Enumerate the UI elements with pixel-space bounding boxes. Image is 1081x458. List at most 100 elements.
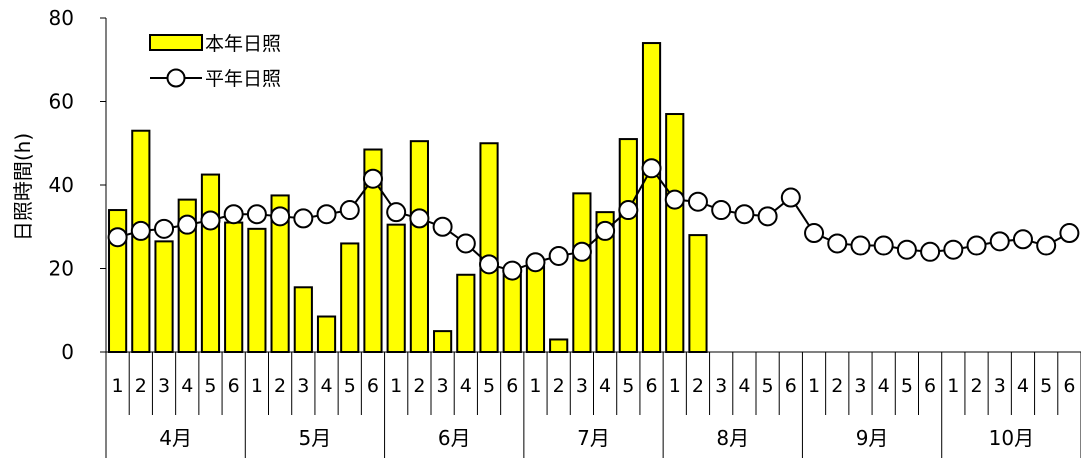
x-tick-label: 1 — [529, 375, 541, 397]
line-point — [571, 241, 592, 262]
line-point — [804, 223, 825, 244]
line-point — [873, 235, 894, 256]
x-tick-label: 5 — [483, 375, 495, 397]
x-tick-label: 5 — [762, 375, 774, 397]
x-tick-label: 2 — [692, 375, 704, 397]
x-tick-label: 4 — [460, 375, 472, 397]
line-point — [1036, 235, 1057, 256]
x-tick-label: 6 — [367, 375, 379, 397]
bar — [572, 192, 592, 353]
x-tick-label: 3 — [158, 375, 170, 397]
legend-label-bar: 本年日照 — [205, 33, 281, 55]
month-label: 4月 — [159, 426, 192, 450]
line-point — [246, 204, 267, 225]
x-tick-label: 5 — [622, 375, 634, 397]
x-tick-label: 6 — [228, 375, 240, 397]
x-tick-label: 5 — [1040, 375, 1052, 397]
y-axis-label: 日照時間(h) — [11, 133, 35, 241]
line-point — [711, 200, 732, 221]
x-tick-label: 1 — [669, 375, 681, 397]
bar — [688, 234, 708, 354]
bar — [456, 273, 476, 354]
line-point — [502, 260, 523, 281]
x-tick-label: 2 — [831, 375, 843, 397]
line-point — [827, 233, 848, 254]
bar — [595, 211, 615, 353]
line-point — [293, 208, 314, 229]
x-tick-label: 6 — [1063, 375, 1075, 397]
line-point — [989, 231, 1010, 252]
line-point — [479, 254, 500, 275]
line-point — [154, 218, 175, 239]
y-tick-label: 20 — [49, 257, 74, 281]
line-point — [780, 187, 801, 208]
line-point — [339, 200, 360, 221]
x-tick-label: 4 — [320, 375, 332, 397]
month-label: 7月 — [577, 426, 610, 450]
line-point — [409, 208, 430, 229]
line-point — [896, 239, 917, 260]
month-label: 10月 — [989, 426, 1034, 450]
month-label: 6月 — [438, 426, 471, 450]
line-point — [595, 220, 616, 241]
bar — [549, 338, 569, 354]
line-point — [316, 204, 337, 225]
line-point — [525, 252, 546, 273]
bar — [665, 113, 685, 354]
x-tick-label: 1 — [112, 375, 124, 397]
line-point — [1059, 223, 1080, 244]
line-point — [362, 168, 383, 189]
line-point — [757, 206, 778, 227]
x-tick-label: 4 — [1017, 375, 1029, 397]
legend-label-line: 平年日照 — [205, 68, 281, 90]
x-tick-label: 1 — [947, 375, 959, 397]
bar — [502, 273, 522, 354]
line-point — [270, 206, 291, 227]
line-point — [432, 216, 453, 237]
x-tick-label: 4 — [878, 375, 890, 397]
x-tick-label: 3 — [437, 375, 449, 397]
line-point — [641, 158, 662, 179]
x-tick-label: 3 — [297, 375, 309, 397]
x-tick-label: 5 — [901, 375, 913, 397]
bar — [433, 330, 453, 353]
line-point — [386, 202, 407, 223]
x-tick-label: 2 — [413, 375, 425, 397]
line-point — [966, 235, 987, 256]
line-point — [920, 241, 941, 262]
legend-swatch-bar — [149, 34, 203, 51]
line-point — [618, 200, 639, 221]
line-point — [1012, 229, 1033, 250]
x-tick-label: 6 — [924, 375, 936, 397]
bar — [386, 223, 406, 354]
x-tick-label: 2 — [135, 375, 147, 397]
line-point — [455, 233, 476, 254]
x-tick-label: 5 — [344, 375, 356, 397]
x-tick-label: 4 — [738, 375, 750, 397]
month-label: 8月 — [716, 426, 749, 450]
x-tick-label: 3 — [854, 375, 866, 397]
bar — [247, 227, 267, 353]
bar — [641, 42, 662, 354]
x-tick-label: 2 — [970, 375, 982, 397]
bar — [340, 242, 360, 353]
bars — [108, 42, 708, 354]
bar — [154, 240, 174, 353]
legend-marker — [166, 68, 186, 88]
bar — [316, 315, 337, 354]
bar — [200, 173, 221, 353]
bar — [131, 129, 151, 353]
normal-line — [107, 158, 1080, 281]
line-point — [687, 191, 708, 212]
x-tick-label: 2 — [553, 375, 565, 397]
month-label: 5月 — [299, 426, 332, 450]
x-tick-label: 6 — [645, 375, 657, 397]
line-point — [850, 235, 871, 256]
bar — [293, 286, 313, 354]
line-point — [130, 220, 151, 241]
x-tick-label: 6 — [785, 375, 797, 397]
x-tick-label: 1 — [390, 375, 402, 397]
x-tick-label: 1 — [251, 375, 263, 397]
bar — [224, 221, 244, 353]
